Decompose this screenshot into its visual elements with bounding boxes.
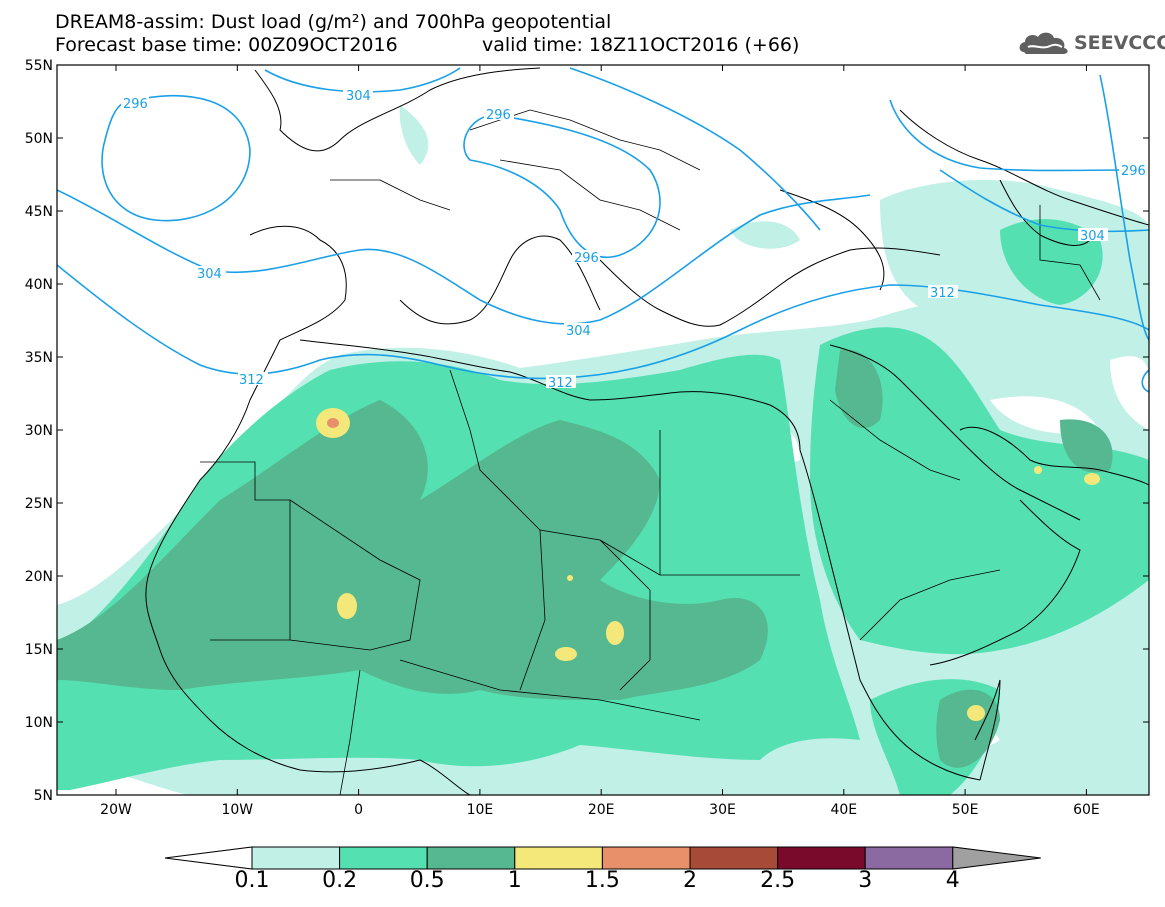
colorbar-label: 0.1 <box>234 868 270 893</box>
lon-label: 0 <box>354 802 363 818</box>
colorbar-swatch <box>777 846 866 870</box>
contour-label: 312 <box>239 373 264 388</box>
colorbar-label: 0.5 <box>409 868 445 893</box>
colorbar <box>164 846 1041 870</box>
lat-label: 20N <box>25 569 53 585</box>
lat-label: 40N <box>25 277 53 293</box>
lat-label: 5N <box>34 788 53 804</box>
contour-label: 312 <box>548 376 573 391</box>
contour-label: 312 <box>930 286 955 301</box>
colorbar-right-arrow <box>952 846 1041 870</box>
lon-label: 60E <box>1073 802 1100 818</box>
coastlines <box>145 67 1149 795</box>
colorbar-swatch <box>689 846 779 870</box>
axis-ticks <box>57 64 1149 796</box>
contour-label: 304 <box>566 324 591 339</box>
colorbar-label: 1.5 <box>584 868 620 893</box>
valid-time: valid time: 18Z11OCT2016 (+66) <box>482 34 800 56</box>
longitude-labels: 20W 10W 0 10E 20E 30E 40E 50E 60E <box>100 802 1100 818</box>
lon-label: 20E <box>588 802 615 818</box>
map-title: DREAM8-assim: Dust load (g/m²) and 700hP… <box>55 11 612 33</box>
lat-label: 10N <box>25 715 53 731</box>
lat-label: 35N <box>25 350 53 366</box>
lon-label: 10W <box>221 802 253 818</box>
lon-label: 30E <box>709 802 736 818</box>
colorbar-left-arrow <box>164 846 253 870</box>
colorbar-swatch <box>426 846 516 870</box>
colorbar-swatch <box>514 846 603 870</box>
contour-label: 296 <box>123 97 148 112</box>
contour-label: 304 <box>1080 229 1105 244</box>
contour-label: 304 <box>346 89 371 104</box>
colorbar-label: 4 <box>945 868 960 893</box>
lat-label: 50N <box>25 131 53 147</box>
lon-label: 20W <box>100 802 132 818</box>
lat-label: 55N <box>25 58 53 74</box>
colorbar-label: 2 <box>683 868 697 893</box>
contour-label: 296 <box>486 108 511 123</box>
colorbar-swatch <box>601 846 691 870</box>
lat-label: 30N <box>25 423 53 439</box>
seevccc-logo: SEEVCCC <box>1016 26 1165 58</box>
latitude-labels: 55N 50N 45N 40N 35N 30N 25N 20N 15N 10N 5N <box>25 58 53 804</box>
lon-label: 10E <box>467 802 494 818</box>
colorbar-label: 0.2 <box>322 868 358 893</box>
contour-label: 304 <box>197 267 222 282</box>
logo-text: SEEVCCC <box>1074 32 1165 54</box>
cloud-icon <box>1019 32 1068 54</box>
contour-label: 296 <box>574 251 599 266</box>
lon-label: 50E <box>952 802 979 818</box>
colorbar-label: 3 <box>858 868 873 893</box>
lat-label: 45N <box>25 204 53 220</box>
colorbar-swatch <box>339 846 428 870</box>
colorbar-label: 2.5 <box>760 868 796 893</box>
colorbar-label: 1 <box>507 868 522 893</box>
dust-shade-peak <box>327 418 339 428</box>
lat-label: 15N <box>25 642 53 658</box>
lat-label: 25N <box>25 496 53 512</box>
forecast-base-time: Forecast base time: 00Z09OCT2016 <box>55 34 398 56</box>
colorbar-swatch <box>864 846 954 870</box>
colorbar-swatch <box>251 846 341 870</box>
lon-label: 40E <box>830 802 857 818</box>
dust-shade-dense <box>57 349 1113 768</box>
contour-label: 296 <box>1121 164 1146 179</box>
contour-labels: 296 304 296 296 304 296 304 312 304 312 … <box>121 88 1149 391</box>
